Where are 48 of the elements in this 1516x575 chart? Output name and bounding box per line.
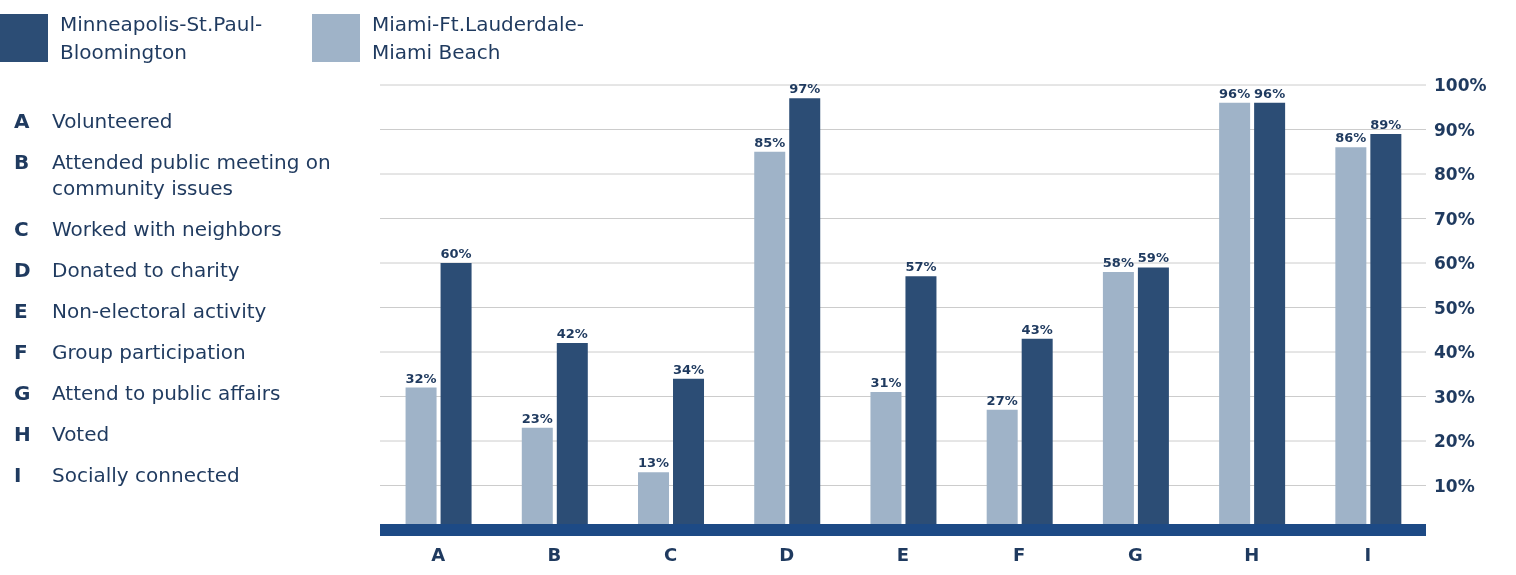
text: C Worked with neighbors bbox=[14, 216, 283, 242]
legend-label: Miami-Ft.Lauderdale-Miami Beach bbox=[372, 11, 585, 66]
text: H Voted bbox=[14, 421, 111, 447]
text: B Attended public meeting on community issues bbox=[14, 149, 332, 201]
data-label: 42% bbox=[556, 326, 588, 342]
data-label: 58% bbox=[1102, 254, 1134, 270]
x-tick-label: F bbox=[1013, 543, 1026, 565]
data-label: 60% bbox=[440, 246, 472, 261]
y-tick-label: 90% bbox=[1434, 119, 1475, 140]
y-tick-label: 20% bbox=[1434, 431, 1475, 452]
y-tick-label: 10% bbox=[1434, 475, 1475, 496]
data-label: 89% bbox=[1370, 116, 1402, 132]
text: A Volunteered bbox=[14, 108, 174, 134]
data-label: 34% bbox=[672, 361, 705, 377]
y-tick-label: 70% bbox=[1434, 208, 1475, 229]
text: I Socially connected bbox=[14, 463, 240, 487]
x-tick-label: I bbox=[1364, 543, 1372, 565]
text: G Attend to public affairs bbox=[14, 380, 282, 406]
x-tick-label: A bbox=[431, 543, 446, 565]
data-label: 97% bbox=[789, 81, 821, 97]
data-label: 23% bbox=[521, 410, 553, 426]
y-tick-label: 80% bbox=[1434, 164, 1475, 185]
x-tick-label: E bbox=[896, 543, 910, 565]
y-tick-label: 30% bbox=[1434, 386, 1475, 407]
text: D Donated to charity bbox=[14, 257, 241, 283]
x-tick-label: B bbox=[547, 543, 562, 565]
x-tick-label: C bbox=[663, 543, 678, 565]
data-label: 27% bbox=[986, 392, 1018, 408]
data-label: 59% bbox=[1137, 250, 1169, 266]
data-label: 96% bbox=[1219, 85, 1251, 101]
data-label: 32% bbox=[405, 370, 437, 386]
y-tick-label: 50% bbox=[1434, 297, 1475, 318]
data-label: 57% bbox=[905, 259, 937, 275]
data-label: 96% bbox=[1254, 85, 1286, 101]
y-tick-label: 60% bbox=[1434, 253, 1475, 274]
text: E Non-electoral activity bbox=[14, 299, 267, 323]
data-label: 31% bbox=[870, 375, 902, 391]
data-label: 13% bbox=[637, 455, 670, 471]
y-tick-label: 40% bbox=[1434, 342, 1475, 363]
data-label: 85% bbox=[754, 134, 786, 150]
x-tick-label: D bbox=[779, 543, 795, 565]
x-tick-label: H bbox=[1244, 543, 1260, 565]
data-label: 43% bbox=[1021, 321, 1053, 337]
text: F Group participation bbox=[14, 340, 246, 364]
legend-label: Minneapolis-St.Paul-Bloomington bbox=[60, 11, 264, 66]
x-tick-label: G bbox=[1128, 543, 1143, 565]
data-label: 86% bbox=[1335, 130, 1367, 146]
y-tick-label: 100% bbox=[1434, 75, 1487, 96]
